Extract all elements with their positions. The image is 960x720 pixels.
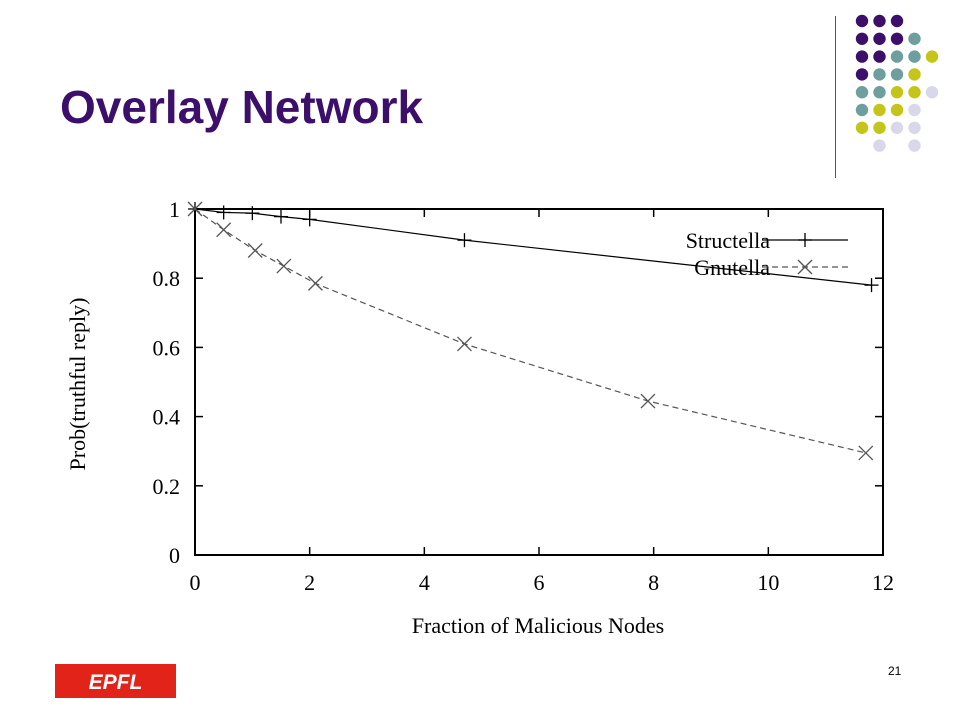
decorative-dot [890, 32, 904, 45]
decorative-dot [908, 68, 921, 81]
data-point-structella [864, 278, 879, 293]
decorative-dot [908, 32, 921, 45]
y-tick-label: 0.6 [153, 335, 181, 360]
y-axis-label: Prob(truthful reply) [65, 298, 90, 471]
decorative-dot [873, 14, 886, 28]
y-tick-label: 0 [169, 543, 180, 568]
x-tick-label: 12 [872, 570, 894, 595]
decorative-dot [908, 103, 921, 117]
legend-label-gnutella: Gnutella [694, 255, 770, 280]
series-line-structella [194, 208, 872, 286]
epfl-logo: EPFL [55, 664, 176, 698]
x-tick-label: 6 [534, 570, 545, 595]
decorative-dot [908, 50, 921, 63]
y-tick-label: 1 [169, 197, 180, 222]
decorative-dot [890, 86, 904, 99]
data-point-structella [302, 212, 317, 227]
legend-label-structella: Structella [686, 228, 771, 253]
decorative-dot [873, 68, 886, 81]
decorative-dot [873, 103, 886, 117]
x-tick-label: 8 [648, 570, 659, 595]
decorative-dot [873, 121, 886, 134]
data-point-gnutella [187, 201, 203, 217]
x-tick-label: 0 [190, 570, 201, 595]
data-point-structella [457, 233, 472, 248]
plot-frame [194, 208, 884, 556]
decorative-dot [855, 50, 869, 63]
decorative-dot [908, 86, 921, 99]
epfl-logo-text: EPFL [89, 671, 143, 694]
data-point-gnutella [858, 445, 874, 461]
decorative-dot [873, 86, 886, 99]
y-tick-label: 0.2 [153, 474, 181, 499]
legend-marker-structella [798, 233, 812, 247]
y-tick-label: 0.4 [153, 405, 181, 430]
x-tick-label: 4 [419, 570, 430, 595]
page-number: 21 [888, 664, 902, 678]
decorative-dot [855, 14, 869, 28]
decorative-dot-grid [855, 14, 939, 152]
x-tick-label: 10 [757, 570, 779, 595]
data-point-gnutella [276, 258, 292, 274]
decorative-dot [873, 50, 886, 63]
decorative-dot [890, 103, 904, 117]
title-divider-line [835, 16, 836, 178]
decorative-dot [873, 139, 886, 152]
data-point-gnutella [247, 243, 263, 258]
x-tick-label: 2 [304, 570, 315, 595]
y-tick-label: 0.8 [153, 266, 181, 291]
decorative-dot [890, 68, 904, 81]
line-chart: 0 2 4 6 8 10 12 0 0.2 0.4 0.6 0.8 1 Fraction of Malic… [65, 197, 894, 638]
decorative-dot [855, 86, 869, 99]
series-line-gnutella [194, 208, 866, 454]
decorative-dot [908, 139, 921, 152]
data-point-gnutella [457, 336, 472, 352]
decorative-dot [925, 50, 939, 63]
legend-marker-gnutella [797, 259, 813, 275]
decorative-dot [855, 32, 869, 45]
decorative-dot [855, 68, 869, 81]
x-axis-label: Fraction of Malicious Nodes [412, 613, 664, 638]
data-point-gnutella [216, 222, 232, 238]
decorative-dot [890, 14, 904, 28]
decorative-dot [873, 32, 886, 45]
slide-title: Overlay Network [60, 81, 424, 133]
decorative-dot [925, 86, 939, 99]
data-point-structella [216, 205, 231, 220]
decorative-dot [908, 121, 921, 134]
decorative-dot [855, 121, 869, 134]
decorative-dot [855, 103, 869, 117]
decorative-dot [890, 50, 904, 63]
data-point-structella [245, 206, 260, 221]
data-point-gnutella [640, 393, 656, 409]
decorative-dot [890, 121, 904, 134]
data-point-structella [274, 209, 288, 224]
data-point-gnutella [307, 275, 323, 291]
